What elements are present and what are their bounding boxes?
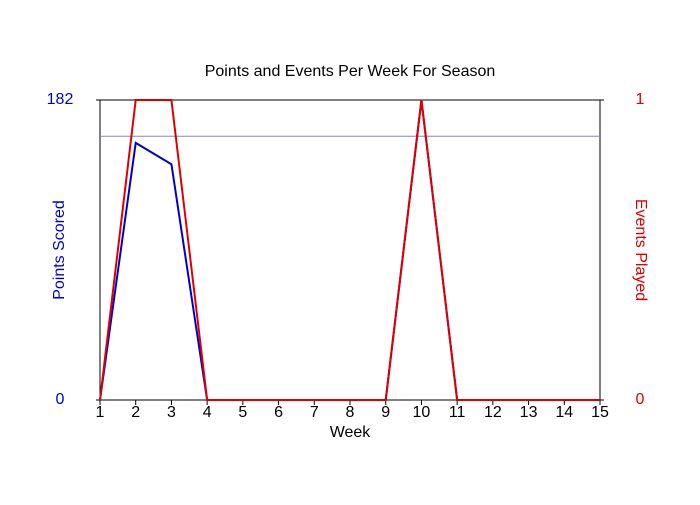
y-tick-label: 0 bbox=[56, 391, 65, 408]
x-tick-label: 9 bbox=[381, 404, 390, 421]
x-tick-label: 5 bbox=[238, 404, 247, 421]
y-tick-label: 182 bbox=[47, 91, 74, 108]
x-tick-label: 15 bbox=[591, 404, 609, 421]
x-tick-label: 12 bbox=[484, 404, 502, 421]
y2-tick-label: 1 bbox=[636, 91, 645, 108]
x-tick-label: 8 bbox=[346, 404, 355, 421]
x-tick-label: 2 bbox=[131, 404, 140, 421]
x-tick-label: 6 bbox=[274, 404, 283, 421]
x-tick-label: 3 bbox=[167, 404, 176, 421]
series-line bbox=[99, 99, 600, 401]
x-tick-label: 4 bbox=[203, 404, 212, 421]
y2-axis-title: Events Played bbox=[632, 199, 649, 301]
y-axis-title: Points Scored bbox=[51, 200, 68, 300]
x-tick-label: 1 bbox=[96, 404, 105, 421]
x-tick-label: 13 bbox=[520, 404, 538, 421]
x-tick-label: 10 bbox=[413, 404, 431, 421]
series-line bbox=[99, 99, 600, 401]
x-axis-title: Week bbox=[330, 424, 372, 441]
plot-frame bbox=[99, 99, 601, 401]
x-tick-label: 7 bbox=[310, 404, 319, 421]
x-tick-label: 11 bbox=[449, 404, 466, 421]
y2-tick-label: 0 bbox=[636, 391, 645, 408]
chart-title: Points and Events Per Week For Season bbox=[205, 63, 496, 80]
x-tick-label: 14 bbox=[555, 404, 573, 421]
